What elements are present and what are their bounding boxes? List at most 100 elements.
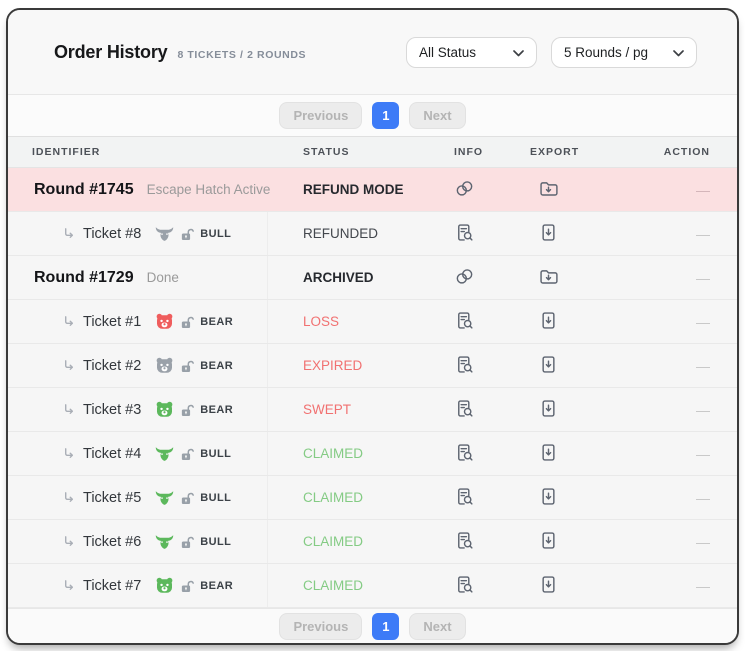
side-label: BEAR	[200, 359, 234, 372]
info-cell	[448, 564, 523, 607]
ticket-row: Ticket #4 BULL CLAIMED —	[8, 432, 737, 476]
table-body: Round #1745 Escape Hatch Active REFUND M…	[8, 168, 737, 608]
page-size-select[interactable]: 5 Rounds / pg	[551, 36, 697, 68]
round-row: Round #1729 Done ARCHIVED —	[8, 256, 737, 300]
ticket-round-count: 8 TICKETS / 2 ROUNDS	[177, 48, 307, 61]
unlocked-icon	[180, 579, 195, 593]
identifier-cell: Ticket #8 BULL	[8, 212, 268, 255]
round-row: Round #1745 Escape Hatch Active REFUND M…	[8, 168, 737, 212]
export-button[interactable]	[538, 442, 559, 466]
side-label: BULL	[200, 447, 232, 460]
action-cell: —	[648, 344, 737, 387]
ticket-row: Ticket #1 BEAR LOSS —	[8, 300, 737, 344]
export-button[interactable]	[538, 222, 559, 246]
status-cell: CLAIMED	[303, 490, 364, 505]
file-download-icon	[538, 222, 559, 246]
info-button[interactable]	[454, 266, 475, 290]
ticket-id: Ticket #4	[83, 445, 142, 462]
action-cell: —	[648, 476, 737, 519]
info-button[interactable]	[454, 530, 475, 554]
export-cell	[523, 256, 648, 299]
info-cell	[448, 388, 523, 431]
action-placeholder: —	[696, 357, 710, 374]
identifier-cell: Ticket #1 BEAR	[8, 300, 268, 343]
bull-icon	[155, 532, 174, 551]
export-button[interactable]	[538, 310, 559, 334]
branch-arrow-icon	[62, 491, 75, 504]
export-cell	[523, 344, 648, 387]
column-header-info: INFO	[454, 146, 484, 158]
info-button[interactable]	[454, 222, 475, 246]
info-button[interactable]	[454, 354, 475, 378]
bear-icon	[155, 356, 174, 375]
ticket-id: Ticket #8	[83, 225, 142, 242]
export-cell	[523, 564, 648, 607]
round-id: Round #1729	[34, 268, 134, 286]
export-button[interactable]	[538, 530, 559, 554]
action-placeholder: —	[696, 577, 710, 594]
current-page-button[interactable]: 1	[372, 102, 400, 129]
round-sub-status: Done	[146, 270, 179, 285]
identifier-cell: Ticket #3 BEAR	[8, 388, 268, 431]
status-cell: CLAIMED	[303, 578, 364, 593]
status-filter-value: All Status	[419, 44, 477, 60]
info-cell	[448, 300, 523, 343]
bull-icon	[155, 444, 174, 463]
info-button[interactable]	[454, 398, 475, 422]
file-search-icon	[454, 398, 475, 422]
bull-icon	[155, 488, 174, 507]
action-cell: —	[648, 168, 737, 211]
export-button[interactable]	[538, 266, 559, 290]
previous-page-button[interactable]: Previous	[279, 102, 363, 129]
info-cell	[448, 212, 523, 255]
order-history-card: Order History 8 TICKETS / 2 ROUNDS All S…	[6, 8, 739, 645]
next-page-button[interactable]: Next	[409, 102, 466, 129]
column-header-status: STATUS	[303, 146, 350, 158]
action-placeholder: —	[696, 489, 710, 506]
ticket-id: Ticket #3	[83, 401, 142, 418]
export-button[interactable]	[538, 354, 559, 378]
info-button[interactable]	[454, 486, 475, 510]
action-placeholder: —	[696, 533, 710, 550]
file-search-icon	[454, 574, 475, 598]
next-page-button[interactable]: Next	[409, 612, 466, 640]
folder-download-icon	[538, 178, 559, 202]
status-filter-select[interactable]: All Status	[406, 36, 537, 68]
action-placeholder: —	[696, 269, 710, 286]
file-search-icon	[454, 354, 475, 378]
page-title: Order History	[54, 41, 168, 62]
file-download-icon	[538, 442, 559, 466]
file-download-icon	[538, 486, 559, 510]
info-cell	[448, 432, 523, 475]
file-download-icon	[538, 398, 559, 422]
bull-icon	[155, 224, 174, 243]
side-label: BULL	[200, 491, 232, 504]
info-button[interactable]	[454, 310, 475, 334]
info-cell	[448, 256, 523, 299]
file-search-icon	[454, 442, 475, 466]
branch-arrow-icon	[62, 579, 75, 592]
info-cell	[448, 520, 523, 563]
info-button[interactable]	[454, 574, 475, 598]
info-cell	[448, 476, 523, 519]
action-cell: —	[648, 256, 737, 299]
export-button[interactable]	[538, 178, 559, 202]
export-button[interactable]	[538, 486, 559, 510]
status-cell: LOSS	[303, 314, 340, 329]
current-page-button[interactable]: 1	[372, 612, 400, 640]
ticket-id: Ticket #1	[83, 313, 142, 330]
file-search-icon	[454, 310, 475, 334]
action-cell: —	[648, 564, 737, 607]
pagination-bottom: Previous 1 Next	[8, 608, 737, 643]
export-button[interactable]	[538, 398, 559, 422]
side-label: BEAR	[200, 579, 234, 592]
info-button[interactable]	[454, 178, 475, 202]
ticket-id: Ticket #7	[83, 577, 142, 594]
branch-arrow-icon	[62, 447, 75, 460]
previous-page-button[interactable]: Previous	[279, 612, 363, 640]
export-button[interactable]	[538, 574, 559, 598]
unlocked-icon	[180, 315, 195, 329]
status-cell: CLAIMED	[303, 446, 364, 461]
info-button[interactable]	[454, 442, 475, 466]
title-group: Order History 8 TICKETS / 2 ROUNDS	[54, 42, 306, 63]
